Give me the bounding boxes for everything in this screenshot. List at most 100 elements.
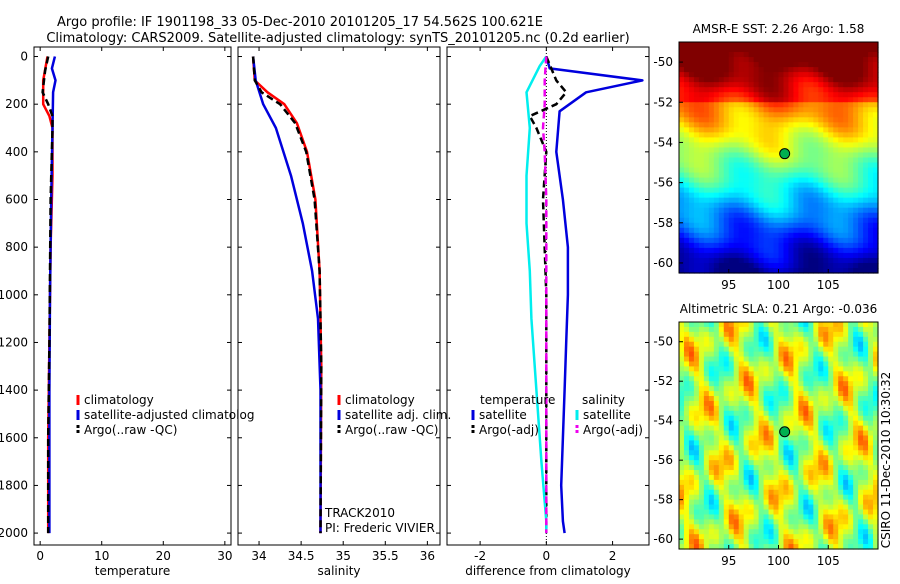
sst-heatmap-cell bbox=[868, 82, 874, 88]
sla-heatmap-cell bbox=[823, 539, 829, 545]
sst-heatmap-cell bbox=[848, 97, 854, 103]
sla-heatmap-cell bbox=[868, 420, 874, 427]
sla-heatmap-cell bbox=[778, 529, 785, 535]
sla-heatmap-cell bbox=[713, 489, 720, 496]
sla-heatmap-cell bbox=[808, 465, 814, 471]
sla-heatmap-cell bbox=[843, 539, 849, 545]
sla-heatmap-cell bbox=[743, 430, 750, 437]
sst-heatmap-cell bbox=[858, 117, 864, 123]
sst-heatmap-cell bbox=[808, 182, 814, 189]
sst-heatmap-cell bbox=[863, 117, 869, 123]
sst-heatmap-cell bbox=[723, 52, 730, 58]
sla-heatmap-cell bbox=[873, 474, 879, 481]
sst-heatmap-cell bbox=[733, 217, 740, 224]
sst-heatmap-cell bbox=[708, 82, 715, 88]
sst-heatmap-cell bbox=[679, 222, 685, 229]
sla-heatmap-cell bbox=[743, 415, 750, 422]
sst-heatmap-cell bbox=[738, 267, 745, 274]
sst-heatmap-cell bbox=[793, 77, 799, 83]
sla-heatmap-cell bbox=[693, 386, 700, 392]
sla-heatmap-cell bbox=[748, 341, 755, 348]
sst-heatmap-cell bbox=[733, 182, 740, 189]
sst-heatmap-cell bbox=[753, 227, 760, 234]
sst-heatmap-cell bbox=[778, 187, 785, 194]
sst-heatmap-cell bbox=[813, 162, 819, 169]
sst-heatmap-cell bbox=[683, 62, 690, 68]
sst-heatmap-cell bbox=[723, 127, 730, 133]
sla-heatmap-cell bbox=[853, 420, 859, 427]
sst-heatmap-cell bbox=[768, 257, 775, 264]
sst-heatmap-cell bbox=[723, 117, 730, 123]
sst-heatmap-cell bbox=[783, 102, 790, 108]
sst-heatmap-cell bbox=[748, 52, 755, 58]
sla-heatmap-cell bbox=[803, 470, 809, 476]
sla-heatmap-cell bbox=[873, 440, 879, 446]
sla-heatmap-cell bbox=[693, 450, 700, 456]
sla-heatmap-cell bbox=[813, 455, 819, 461]
sst-heatmap-cell bbox=[763, 72, 770, 78]
diff-xtick-label: 2 bbox=[609, 549, 617, 563]
sst-heatmap-cell bbox=[698, 177, 705, 184]
sst-heatmap-cell bbox=[763, 122, 770, 128]
sst-heatmap-cell bbox=[758, 217, 765, 224]
sst-heatmap-cell bbox=[853, 137, 859, 144]
sla-heatmap-cell bbox=[793, 410, 799, 417]
sla-heatmap-cell bbox=[713, 519, 720, 525]
sla-heatmap-cell bbox=[803, 351, 809, 358]
sst-heatmap-cell bbox=[788, 142, 795, 149]
sst-heatmap-cell bbox=[738, 232, 745, 239]
sla-heatmap-cell bbox=[818, 479, 824, 486]
sst-heatmap-cell bbox=[708, 127, 715, 133]
sla-heatmap-cell bbox=[868, 410, 874, 417]
sst-heatmap-cell bbox=[733, 157, 740, 164]
sla-heatmap-cell bbox=[748, 346, 755, 353]
sla-heatmap-cell bbox=[748, 465, 755, 471]
sla-heatmap-cell bbox=[843, 489, 849, 496]
sla-heatmap-cell bbox=[693, 539, 700, 545]
sla-heatmap-cell bbox=[748, 494, 755, 501]
sst-heatmap-cell bbox=[679, 142, 685, 149]
sst-heatmap-cell bbox=[768, 247, 775, 254]
sst-heatmap-cell bbox=[823, 217, 829, 224]
sla-heatmap-cell bbox=[718, 440, 725, 446]
sst-heatmap-cell bbox=[768, 172, 775, 179]
sla-heatmap-cell bbox=[853, 534, 859, 540]
sla-heatmap-cell bbox=[813, 519, 819, 525]
sla-heatmap-cell bbox=[838, 479, 844, 486]
sla-heatmap-cell bbox=[828, 544, 834, 550]
sla-heatmap-cell bbox=[853, 341, 859, 348]
sst-heatmap-cell bbox=[773, 202, 780, 209]
sst-heatmap-cell bbox=[728, 257, 735, 264]
sst-heatmap-cell bbox=[688, 72, 695, 78]
sla-heatmap-cell bbox=[738, 400, 745, 407]
sst-heatmap-cell bbox=[753, 222, 760, 229]
sst-heatmap-cell bbox=[858, 57, 864, 63]
sal-axes-frame bbox=[237, 46, 441, 546]
sst-heatmap-cell bbox=[693, 252, 700, 259]
sla-heatmap-cell bbox=[838, 361, 844, 368]
sst-heatmap-cell bbox=[808, 112, 814, 118]
sst-heatmap-cell bbox=[758, 117, 765, 123]
sla-heatmap-cell bbox=[758, 489, 765, 496]
sst-heatmap-cell bbox=[753, 202, 760, 209]
sla-heatmap-cell bbox=[868, 519, 874, 525]
sst-heatmap-cell bbox=[863, 87, 869, 93]
sst-heatmap-cell bbox=[843, 192, 849, 199]
sst-heatmap-cell bbox=[788, 212, 795, 219]
sst-heatmap-cell bbox=[758, 167, 765, 174]
sla-heatmap-cell bbox=[693, 479, 700, 486]
sst-heatmap-cell bbox=[798, 52, 804, 58]
sla-heatmap-cell bbox=[843, 514, 849, 520]
sst-heatmap-cell bbox=[863, 147, 869, 154]
sst-heatmap-cell bbox=[858, 197, 864, 204]
sla-heatmap-cell bbox=[838, 400, 844, 407]
sal-xtick-label: 35 bbox=[336, 549, 351, 563]
sla-heatmap-cell bbox=[848, 361, 854, 368]
sla-heatmap-cell bbox=[683, 366, 690, 372]
sla-heatmap-cell bbox=[679, 494, 685, 501]
sla-heatmap-cell bbox=[803, 425, 809, 432]
sla-heatmap-cell bbox=[863, 346, 869, 353]
sla-heatmap-cell bbox=[698, 494, 705, 501]
sla-heatmap-cell bbox=[778, 371, 785, 377]
sla-heatmap-cell bbox=[813, 425, 819, 432]
